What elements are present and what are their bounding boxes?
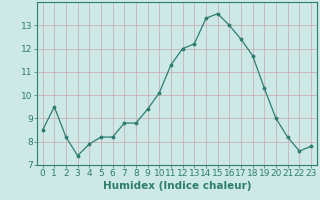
X-axis label: Humidex (Indice chaleur): Humidex (Indice chaleur) xyxy=(102,181,251,191)
